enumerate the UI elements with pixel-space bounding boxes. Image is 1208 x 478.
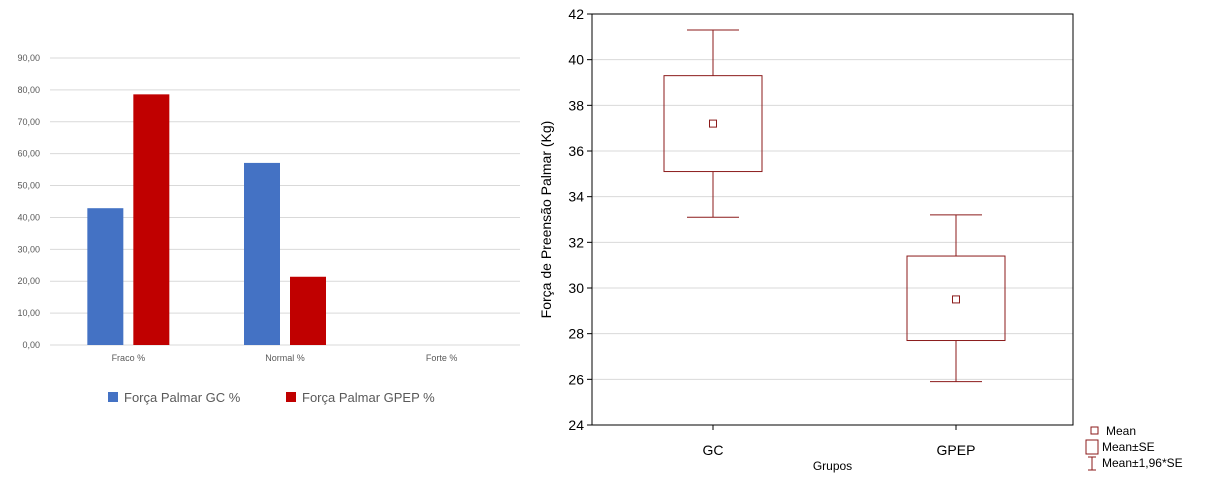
se-box — [663, 75, 763, 173]
y-tick-label: 34 — [568, 189, 584, 205]
y-tick-label: 60,00 — [17, 149, 40, 159]
bar — [87, 208, 124, 345]
y-tick-label: 20,00 — [17, 276, 40, 286]
legend-label: Mean±1,96*SE — [1102, 456, 1183, 470]
y-tick-label: 40,00 — [17, 212, 40, 222]
y-tick-label: 10,00 — [17, 308, 40, 318]
bar — [244, 162, 280, 345]
box-chart-gridlines — [592, 59, 1073, 380]
x-tick-label: Forte % — [426, 353, 458, 363]
box-chart-plot-frame — [591, 13, 1074, 426]
bar-chart-y-tick-labels: 0,00 10,00 20,00 30,00 40,00 50,00 60,00 70,00 8… — [17, 53, 40, 350]
bar — [133, 94, 170, 345]
bar-chart: 0,00 10,00 20,00 30,00 40,00 50,00 60,00 70,00 8… — [17, 53, 520, 405]
bar-chart-legend: Força Palmar GC % Força Palmar GPEP % — [108, 390, 435, 405]
y-tick-label: 30 — [568, 280, 584, 296]
box-chart-legend: Mean Mean±SE Mean±1,96*SE — [1085, 424, 1183, 471]
y-tick-label: 50,00 — [17, 181, 40, 191]
box-chart-boxes — [663, 29, 1006, 383]
y-tick-label: 90,00 — [17, 53, 40, 63]
y-tick-label: 70,00 — [17, 117, 40, 127]
legend-swatch — [108, 392, 118, 402]
legend-label: Mean±SE — [1102, 440, 1155, 454]
bar-chart-bars — [87, 94, 326, 345]
box-chart-y-axis-label: Força de Preensão Palmar (Kg) — [538, 121, 554, 319]
y-tick-label: 26 — [568, 371, 584, 387]
mean-marker — [709, 119, 717, 128]
legend-label: Força Palmar GPEP % — [302, 390, 435, 405]
x-tick-label: GPEP — [937, 442, 976, 458]
y-tick-label: 32 — [568, 234, 584, 250]
y-tick-label: 38 — [568, 97, 584, 113]
bar-chart-gridlines — [50, 57, 520, 346]
box-chart-y-ticks: 24 26 28 30 32 34 36 38 40 42 — [568, 6, 592, 433]
x-tick-label: Normal % — [265, 353, 305, 363]
y-tick-label: 40 — [568, 52, 584, 68]
y-tick-label: 80,00 — [17, 85, 40, 95]
box-chart-x-ticks: GC GPEP — [703, 425, 976, 458]
y-tick-label: 36 — [568, 143, 584, 159]
box-chart-x-axis-label: Grupos — [813, 459, 852, 473]
y-tick-label: 28 — [568, 326, 584, 342]
y-tick-label: 24 — [568, 417, 584, 433]
legend-swatch — [286, 392, 296, 402]
bar-chart-x-tick-labels: Fraco % Normal % Forte % — [112, 353, 458, 363]
y-tick-label: 42 — [568, 6, 584, 22]
y-tick-label: 30,00 — [17, 244, 40, 254]
legend-label: Mean — [1106, 424, 1136, 438]
se-box — [906, 255, 1006, 342]
legend-mean-symbol — [1090, 426, 1099, 435]
legend-se-symbol — [1085, 439, 1099, 455]
legend-label: Força Palmar GC % — [124, 390, 241, 405]
x-tick-label: Fraco % — [112, 353, 146, 363]
bar — [290, 276, 326, 345]
mean-marker — [952, 295, 960, 304]
x-tick-label: GC — [703, 442, 724, 458]
y-tick-label: 0,00 — [22, 340, 40, 350]
box-chart: 24 26 28 30 32 34 36 38 40 42 GC GPEP Força de Pre… — [538, 6, 1183, 473]
